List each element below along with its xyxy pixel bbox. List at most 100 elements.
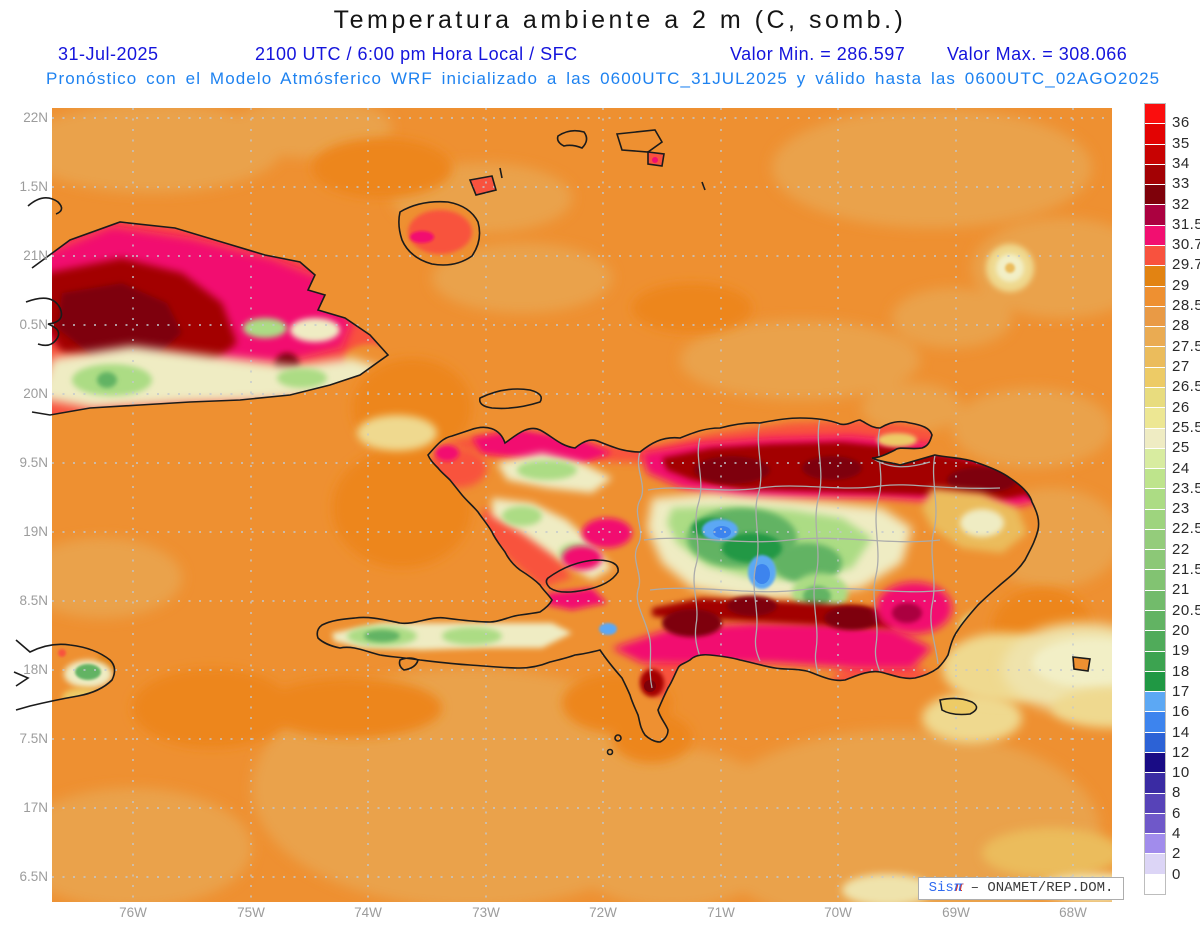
- colorbar-tick-label: 14: [1172, 724, 1190, 741]
- colorbar-segment: [1145, 570, 1165, 589]
- colorbar-segment: [1145, 773, 1165, 792]
- model-info-line: Pronóstico con el Modelo Atmósferico WRF…: [46, 69, 1160, 89]
- y-tick-label: 21N: [0, 248, 48, 263]
- colorbar-segment: [1145, 429, 1165, 448]
- colorbar-segment: [1145, 287, 1165, 306]
- colorbar-tick-label: 21: [1172, 581, 1190, 598]
- x-tick-label: 73W: [456, 905, 516, 920]
- colorbar-tick-label: 24: [1172, 460, 1190, 477]
- colorbar-tick-label: 29.7: [1172, 256, 1200, 273]
- colorbar-segment: [1145, 692, 1165, 711]
- colorbar-segment: [1145, 753, 1165, 772]
- colorbar-tick-label: 35: [1172, 135, 1190, 152]
- colorbar-segment: [1145, 591, 1165, 610]
- watermark-brand: Sis: [929, 880, 954, 896]
- temperature-map-canvas: [0, 0, 1200, 927]
- colorbar-tick-label: 20: [1172, 622, 1190, 639]
- colorbar-segment: [1145, 631, 1165, 650]
- temperature-colorbar: [1144, 103, 1166, 895]
- x-tick-label: 75W: [221, 905, 281, 920]
- colorbar-segment: [1145, 875, 1165, 894]
- colorbar-segment: [1145, 124, 1165, 143]
- y-tick-label: 7.5N: [0, 731, 48, 746]
- colorbar-segment: [1145, 347, 1165, 366]
- colorbar-segment: [1145, 834, 1165, 853]
- x-tick-label: 72W: [573, 905, 633, 920]
- value-min-label: Valor Min. = 286.597: [730, 44, 905, 65]
- colorbar-tick-label: 10: [1172, 764, 1190, 781]
- colorbar-tick-label: 19: [1172, 642, 1190, 659]
- x-tick-label: 76W: [103, 905, 163, 920]
- colorbar-tick-label: 26: [1172, 399, 1190, 416]
- watermark-badge: Sisπ – ONAMET/REP.DOM.: [918, 877, 1124, 900]
- colorbar-tick-label: 23.5: [1172, 480, 1200, 497]
- colorbar-tick-label: 0: [1172, 866, 1181, 883]
- y-tick-label: 1.5N: [0, 179, 48, 194]
- colorbar-segment: [1145, 550, 1165, 569]
- colorbar-tick-label: 8: [1172, 784, 1181, 801]
- colorbar-segment: [1145, 510, 1165, 529]
- x-tick-label: 68W: [1043, 905, 1103, 920]
- page-title: Temperatura ambiente a 2 m (C, somb.): [40, 6, 1200, 35]
- y-tick-label: 18N: [0, 662, 48, 677]
- colorbar-segment: [1145, 368, 1165, 387]
- x-tick-label: 69W: [926, 905, 986, 920]
- colorbar-tick-label: 33: [1172, 175, 1190, 192]
- colorbar-segment: [1145, 733, 1165, 752]
- colorbar-tick-label: 12: [1172, 744, 1190, 761]
- colorbar-tick-label: 23: [1172, 500, 1190, 517]
- forecast-validity: 2100 UTC / 6:00 pm Hora Local / SFC: [255, 44, 578, 65]
- colorbar-segment: [1145, 104, 1165, 123]
- watermark-pi-icon: π: [954, 880, 962, 896]
- colorbar-segment: [1145, 185, 1165, 204]
- colorbar-tick-label: 26.5: [1172, 378, 1200, 395]
- colorbar-tick-label: 25: [1172, 439, 1190, 456]
- y-tick-label: 8.5N: [0, 593, 48, 608]
- colorbar-tick-label: 27.5: [1172, 338, 1200, 355]
- colorbar-tick-label: 18: [1172, 663, 1190, 680]
- colorbar-segment: [1145, 145, 1165, 164]
- x-tick-label: 70W: [808, 905, 868, 920]
- colorbar-segment: [1145, 449, 1165, 468]
- colorbar-segment: [1145, 469, 1165, 488]
- colorbar-tick-label: 30.7: [1172, 236, 1200, 253]
- colorbar-tick-label: 32: [1172, 196, 1190, 213]
- colorbar-tick-label: 2: [1172, 845, 1181, 862]
- y-tick-label: 20N: [0, 386, 48, 401]
- colorbar-tick-label: 25.5: [1172, 419, 1200, 436]
- colorbar-segment: [1145, 814, 1165, 833]
- y-tick-label: 22N: [0, 110, 48, 125]
- colorbar-segment: [1145, 712, 1165, 731]
- colorbar-tick-label: 28: [1172, 317, 1190, 334]
- colorbar-tick-label: 31.5: [1172, 216, 1200, 233]
- colorbar-tick-label: 17: [1172, 683, 1190, 700]
- colorbar-segment: [1145, 205, 1165, 224]
- forecast-date: 31-Jul-2025: [58, 44, 159, 65]
- y-tick-label: 19N: [0, 524, 48, 539]
- colorbar-segment: [1145, 246, 1165, 265]
- colorbar-tick-label: 16: [1172, 703, 1190, 720]
- colorbar-tick-label: 36: [1172, 114, 1190, 131]
- watermark-text: – ONAMET/REP.DOM.: [971, 880, 1114, 896]
- colorbar-tick-label: 27: [1172, 358, 1190, 375]
- x-tick-label: 71W: [691, 905, 751, 920]
- colorbar-segment: [1145, 327, 1165, 346]
- colorbar-segment: [1145, 226, 1165, 245]
- colorbar-segment: [1145, 794, 1165, 813]
- colorbar-segment: [1145, 307, 1165, 326]
- x-tick-label: 74W: [338, 905, 398, 920]
- colorbar-tick-label: 28.5: [1172, 297, 1200, 314]
- colorbar-tick-label: 29: [1172, 277, 1190, 294]
- colorbar-tick-label: 4: [1172, 825, 1181, 842]
- colorbar-tick-label: 22: [1172, 541, 1190, 558]
- colorbar-tick-label: 20.5: [1172, 602, 1200, 619]
- colorbar-segment: [1145, 266, 1165, 285]
- colorbar-segment: [1145, 530, 1165, 549]
- value-max-label: Valor Max. = 308.066: [947, 44, 1127, 65]
- y-tick-label: 0.5N: [0, 317, 48, 332]
- y-tick-label: 6.5N: [0, 869, 48, 884]
- colorbar-tick-label: 22.5: [1172, 520, 1200, 537]
- colorbar-tick-label: 6: [1172, 805, 1181, 822]
- colorbar-segment: [1145, 672, 1165, 691]
- colorbar-segment: [1145, 611, 1165, 630]
